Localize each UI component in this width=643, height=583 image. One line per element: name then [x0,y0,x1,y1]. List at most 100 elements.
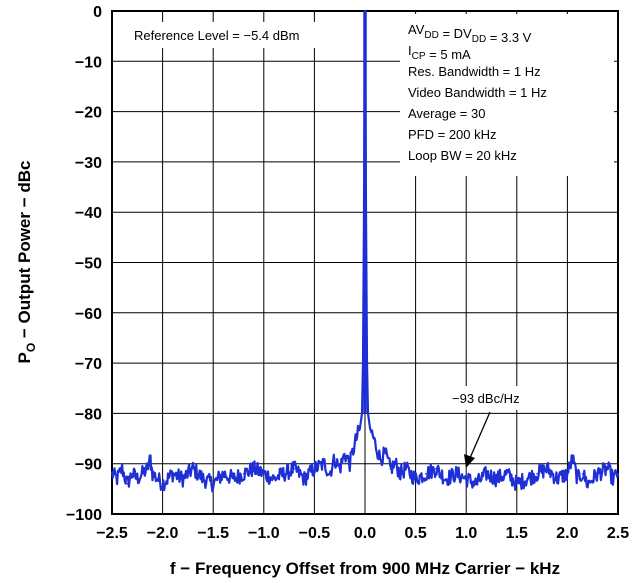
y-tick-label: −60 [75,306,102,323]
data-point [121,467,123,470]
settings-line: AVDD = DVDD = 3.3 V [408,22,532,45]
data-point [171,472,174,475]
data-point [131,472,134,475]
x-tick-label: −2.0 [147,525,179,542]
data-point [222,472,225,475]
y-tick-label: −30 [75,155,102,172]
settings-line: PFD = 200 kHz [408,127,497,142]
y-axis-title-rest: − Output Power − dBc [15,161,34,343]
y-tick-label: −90 [75,457,102,474]
data-point [283,472,285,475]
data-point [505,472,508,475]
data-point [149,457,152,460]
data-point [576,477,579,480]
settings-box [400,14,614,176]
data-point [273,477,275,480]
data-point [465,477,468,480]
data-point [338,467,341,470]
data-point [374,442,376,445]
data-point [485,472,488,475]
data-point [475,483,478,485]
data-point [212,483,214,485]
y-axis-title-main: P [15,352,34,363]
data-point [156,477,159,480]
data-point [354,442,356,445]
data-point [364,10,366,12]
data-point [263,472,265,475]
data-point [516,483,518,485]
data-point [369,427,371,430]
data-point [404,467,407,470]
data-point [116,477,118,480]
data-point [384,452,387,455]
data-point [126,483,128,485]
data-point [389,467,392,470]
data-point [379,457,381,460]
x-tick-label: 2.5 [607,525,629,542]
reference-level-label: Reference Level = −5.4 dBm [134,28,300,43]
data-point [445,477,447,480]
x-tick-label: −0.5 [299,525,331,542]
data-point [495,477,498,480]
data-point [414,477,417,480]
settings-line: ICP = 5 mA [408,43,471,62]
data-point [151,472,154,475]
data-point [202,477,204,480]
data-point [232,477,235,480]
data-point [136,477,139,480]
data-point [242,472,245,475]
y-tick-label: 0 [93,4,102,21]
data-point [371,432,373,435]
y-tick-label: −40 [75,205,102,222]
x-tick-label: −1.0 [248,525,280,542]
noise-floor-label: −93 dBc/Hz [452,391,520,406]
data-point [252,467,255,470]
data-point [328,472,331,475]
data-point [612,477,614,480]
data-point [192,467,194,470]
x-tick-label: 0.0 [354,525,376,542]
y-tick-label: −80 [75,406,102,423]
y-axis-title-sub: O [24,343,38,352]
data-point [424,472,427,475]
data-point [399,472,402,475]
series-layer [110,9,620,493]
data-point [111,472,113,475]
data-point [435,467,437,470]
x-axis-title: f − Frequency Offset from 900 MHz Carrie… [170,559,560,578]
settings-line: Video Bandwidth = 1 Hz [408,85,547,100]
data-point [361,412,363,415]
x-tick-label: 0.5 [404,525,426,542]
reference-level-box [126,22,350,48]
y-tick-labels: 0 −10 −20 −30 −40 −50 −60 −70 −80 −90 −100 [66,4,102,524]
data-point [596,472,599,475]
noise-label-box [440,386,548,410]
data-point [586,483,589,485]
data-point [536,472,538,475]
data-point [366,362,368,364]
settings-line: Res. Bandwidth = 1 Hz [408,64,541,79]
data-point [146,467,149,470]
data-point [343,452,346,455]
y-tick-label: −20 [75,105,102,122]
data-point [359,427,361,430]
data-point [546,467,548,470]
data-point [293,467,295,470]
data-point [607,467,609,470]
data-point [161,483,164,485]
data-point [365,211,367,213]
data-point [303,477,306,480]
y-tick-label: −10 [75,54,102,71]
y-tick-label: −70 [75,356,102,373]
noise-arrow-line [469,411,491,459]
annotations: Reference Level = −5.4 dBm AVDD = DVDD = … [126,14,614,468]
x-tick-labels: −2.5 −2.0 −1.5 −1.0 −0.5 0.0 0.5 1.0 1.5 2.0 2.5 [96,525,629,542]
y-axis-title: PO − Output Power − dBc [15,161,38,364]
data-point [323,462,326,465]
data-point [566,472,569,475]
data-point [617,472,619,475]
data-point [313,467,316,470]
x-tick-label: 2.0 [556,525,578,542]
data-point [141,472,144,475]
